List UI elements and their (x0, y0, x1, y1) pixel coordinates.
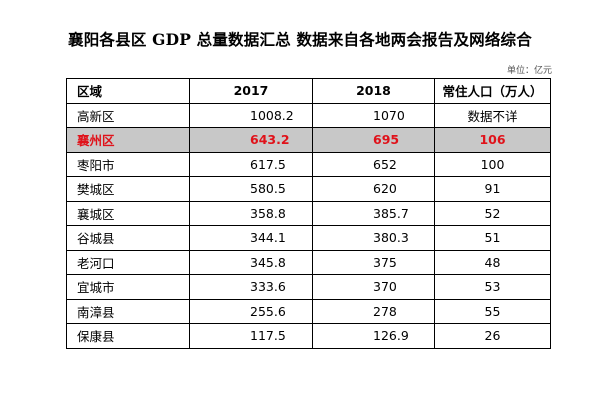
gdp-2018-cell: 1070 (312, 102, 435, 128)
gdp-2017-cell: 344.1 (189, 225, 313, 251)
gdp-2017-cell: 345.8 (189, 249, 313, 275)
page-title: 襄阳各县区 GDP 总量数据汇总 数据来自各地两会报告及网络综合 (68, 30, 532, 49)
gdp-2017-cell: 117.5 (189, 323, 313, 349)
population-cell: 48 (434, 249, 551, 275)
population-cell: 55 (434, 298, 551, 324)
population-cell: 52 (434, 200, 551, 226)
table-row: 高新区 1008.2 1070 数据不详 (66, 102, 551, 128)
header-2018: 2018 (312, 78, 435, 104)
gdp-table: 区域 2017 2018 常住人口（万人） 高新区 1008.2 1070 数据… (66, 78, 551, 349)
header-population: 常住人口（万人） (434, 78, 551, 104)
gdp-2017-cell: 580.5 (189, 176, 313, 202)
gdp-2018-cell: 370 (312, 274, 435, 300)
table-row: 谷城县 344.1 380.3 51 (66, 225, 551, 251)
gdp-2017-cell: 617.5 (189, 151, 313, 177)
population-cell: 100 (434, 151, 551, 177)
region-name: 襄城区 (66, 200, 190, 226)
population-cell: 106 (434, 127, 551, 153)
region-name: 南漳县 (66, 298, 190, 324)
table-row: 南漳县 255.6 278 55 (66, 298, 551, 324)
region-name: 保康县 (66, 323, 190, 349)
region-name: 谷城县 (66, 225, 190, 251)
table-row-highlighted: 襄州区 643.2 695 106 (66, 127, 551, 153)
header-2017: 2017 (189, 78, 313, 104)
region-name: 高新区 (66, 102, 190, 128)
gdp-2017-cell: 255.6 (189, 298, 313, 324)
population-cell: 26 (434, 323, 551, 349)
gdp-2018-cell: 380.3 (312, 225, 435, 251)
gdp-2018-cell: 278 (312, 298, 435, 324)
gdp-2017-cell: 1008.2 (189, 102, 313, 128)
gdp-2017-cell: 358.8 (189, 200, 313, 226)
table-row: 樊城区 580.5 620 91 (66, 176, 551, 202)
region-name: 襄州区 (66, 127, 190, 153)
gdp-2018-cell: 126.9 (312, 323, 435, 349)
gdp-2018-cell: 385.7 (312, 200, 435, 226)
table-row: 襄城区 358.8 385.7 52 (66, 200, 551, 226)
table-row: 枣阳市 617.5 652 100 (66, 151, 551, 177)
gdp-2018-cell: 695 (312, 127, 435, 153)
region-name: 宜城市 (66, 274, 190, 300)
population-cell: 91 (434, 176, 551, 202)
population-cell: 数据不详 (434, 102, 551, 128)
gdp-2018-cell: 620 (312, 176, 435, 202)
table-row: 宜城市 333.6 370 53 (66, 274, 551, 300)
gdp-2018-cell: 375 (312, 249, 435, 275)
region-name: 樊城区 (66, 176, 190, 202)
header-region: 区域 (66, 78, 190, 104)
population-cell: 53 (434, 274, 551, 300)
population-cell: 51 (434, 225, 551, 251)
gdp-2018-cell: 652 (312, 151, 435, 177)
table-header-row: 区域 2017 2018 常住人口（万人） (66, 78, 551, 104)
unit-label: 单位：亿元 (506, 66, 552, 76)
region-name: 枣阳市 (66, 151, 190, 177)
gdp-2017-cell: 333.6 (189, 274, 313, 300)
table-row: 保康县 117.5 126.9 26 (66, 323, 551, 349)
gdp-2017-cell: 643.2 (189, 127, 313, 153)
table-row: 老河口 345.8 375 48 (66, 249, 551, 275)
region-name: 老河口 (66, 249, 190, 275)
